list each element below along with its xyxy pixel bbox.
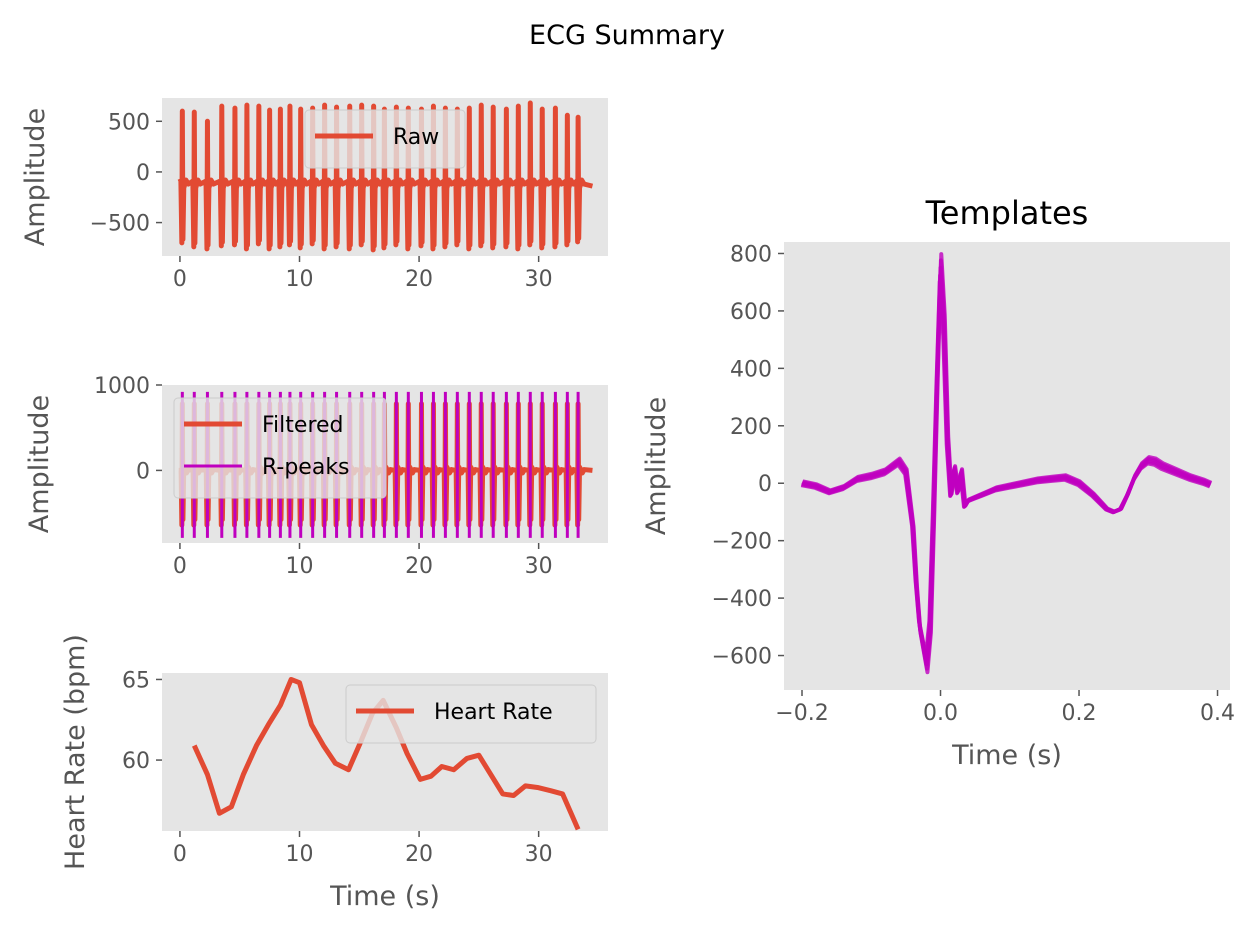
templates-title: Templates — [925, 194, 1089, 232]
raw-series-layer — [177, 100, 594, 253]
figure-suptitle: ECG Summary — [529, 20, 725, 51]
template-line-4 — [802, 252, 1213, 675]
heart-rate-legend-box — [345, 684, 597, 744]
raw-xtick-label-2: 20 — [405, 267, 433, 292]
raw-xtick-label-1: 10 — [286, 267, 314, 292]
templates-xtick-label-3: 0.4 — [1200, 701, 1235, 726]
templates-ytick-label-2: 400 — [730, 357, 772, 382]
templates-xtick-label-1: 0.0 — [923, 701, 958, 726]
templates-subplot: −0.2 0.0 0.2 0.4 800 600 400 200 0 −200 −400 −600 Am… — [641, 194, 1235, 771]
raw-legend-box — [304, 109, 466, 169]
raw-legend: Raw — [304, 109, 466, 169]
heart-rate-ytick-label-0: 65 — [122, 668, 150, 693]
raw-ytick-label-2: −500 — [90, 212, 150, 237]
raw-series-line — [177, 100, 594, 253]
filtered-subplot: 0 10 20 30 1000 0 Amplitude Filtered R-peaks — [24, 374, 608, 579]
templates-ytick-label-4: 0 — [758, 472, 772, 497]
heart-rate-xtick-label-3: 30 — [525, 842, 553, 867]
raw-xtick-label-3: 30 — [525, 267, 553, 292]
filtered-xtick-label-2: 20 — [405, 554, 433, 579]
heart-rate-ylabel: Heart Rate (bpm) — [60, 634, 91, 870]
raw-xtick-label-0: 0 — [173, 267, 187, 292]
raw-ylabel: Amplitude — [20, 108, 51, 246]
filtered-ytick-label-0: 1000 — [94, 374, 150, 399]
filtered-ytick-label-1: 0 — [136, 459, 150, 484]
heart-rate-subplot: 0 10 20 30 65 60 Heart Rate (bpm) Time (s) Heart… — [60, 634, 608, 912]
filtered-xtick-label-1: 10 — [286, 554, 314, 579]
templates-ytick-label-1: 600 — [730, 300, 772, 325]
templates-ytick-label-6: −400 — [712, 587, 772, 612]
filtered-legend-label-0: Filtered — [262, 413, 344, 438]
heart-rate-xlabel: Time (s) — [329, 881, 440, 912]
filtered-xtick-label-3: 30 — [525, 554, 553, 579]
templates-series-layer — [800, 252, 1213, 675]
raw-ytick-label-0: 500 — [108, 110, 150, 135]
heart-rate-xtick-label-0: 0 — [173, 842, 187, 867]
filtered-legend-label-1: R-peaks — [262, 455, 350, 480]
heart-rate-xtick-label-2: 20 — [405, 842, 433, 867]
heart-rate-legend: Heart Rate — [345, 684, 597, 744]
templates-ylabel: Amplitude — [641, 397, 672, 535]
templates-xtick-label-2: 0.2 — [1062, 701, 1097, 726]
heart-rate-ytick-label-1: 60 — [122, 749, 150, 774]
templates-ytick-label-7: −600 — [712, 645, 772, 670]
filtered-ylabel: Amplitude — [24, 395, 55, 533]
templates-xtick-label-0: −0.2 — [775, 701, 828, 726]
raw-legend-label-0: Raw — [393, 125, 439, 150]
heart-rate-legend-label-0: Heart Rate — [434, 700, 553, 725]
heart-rate-xtick-label-1: 10 — [286, 842, 314, 867]
filtered-xtick-label-0: 0 — [173, 554, 187, 579]
raw-subplot: 0 10 20 30 500 0 −500 Amplitude Raw — [20, 98, 608, 292]
templates-ytick-label-0: 800 — [730, 242, 772, 267]
templates-xlabel: Time (s) — [951, 740, 1062, 771]
raw-ytick-label-1: 0 — [136, 161, 150, 186]
templates-ytick-label-3: 200 — [730, 415, 772, 440]
templates-ytick-label-5: −200 — [712, 530, 772, 555]
filtered-legend: Filtered R-peaks — [173, 397, 387, 499]
